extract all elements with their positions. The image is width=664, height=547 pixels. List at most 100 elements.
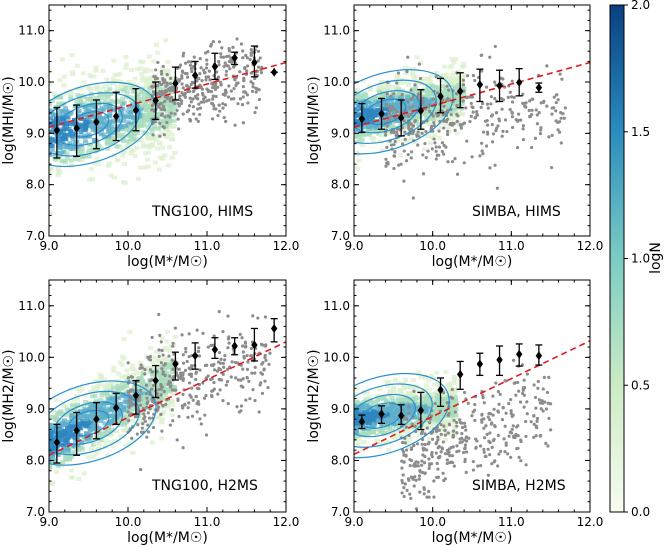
density-cell [92,99,98,104]
density-cell [392,378,398,383]
density-cell [116,100,122,105]
gray-point [202,68,206,72]
density-cell [83,120,89,125]
density-cell [141,130,147,135]
gray-point [221,106,225,110]
density-cell [443,437,449,442]
density-cell [105,385,111,390]
gray-point [218,361,223,365]
density-cell [393,94,399,99]
density-cell [115,383,121,388]
density-cell [89,414,95,419]
density-cell [147,82,153,87]
gray-point [209,42,213,46]
density-cell [162,345,168,350]
density-cell [376,409,382,414]
density-cell [137,137,143,142]
density-cell [140,97,146,102]
gray-point [226,314,230,318]
density-cell [428,74,434,79]
gray-point [217,103,221,107]
gray-point [563,106,567,110]
density-cell [403,438,409,443]
density-cell [111,58,117,63]
density-cell [391,101,397,106]
gray-point [146,411,150,415]
density-cell [119,124,125,129]
gray-point [229,57,233,61]
median-point [191,70,199,80]
density-cell [110,120,116,125]
gray-point [163,115,167,119]
density-cell [166,389,172,394]
density-cell [52,138,58,143]
density-cell [363,115,369,120]
contour-line [67,111,110,138]
gray-point [444,145,448,149]
gray-point [462,89,466,93]
gray-point [510,100,515,104]
density-cell [168,104,174,109]
density-cell [373,99,379,104]
density-cell [98,419,104,424]
density-cell [69,475,75,480]
density-cell [82,105,88,110]
density-cell [119,374,125,379]
density-cell [421,419,427,424]
gray-point [388,107,392,111]
density-cell [107,106,113,111]
density-cell [69,468,75,473]
gray-point [260,362,264,366]
density-cell [395,74,401,79]
x-tick-label: 12.0 [273,515,300,529]
gray-point [510,111,514,115]
density-cell [121,88,127,93]
density-cell [69,91,75,96]
median-point [132,105,140,115]
density-cell [95,446,101,451]
gray-point [260,372,265,376]
density-cell [407,437,413,442]
gray-point [479,105,483,109]
density-cell [408,109,414,114]
density-cell [124,145,130,150]
gray-point [205,62,209,66]
density-cell [72,142,78,147]
gray-point [244,53,248,57]
density-cell [354,126,358,131]
density-cell [72,157,78,162]
density-cell [49,144,54,149]
gray-point [129,389,133,393]
gray-point [562,116,566,120]
density-cell [449,109,455,114]
gray-point [243,340,248,344]
density-cell [64,156,70,161]
density-cell [451,60,457,65]
gray-point [431,114,435,118]
density-cell [369,124,375,129]
density-cell [355,441,361,446]
density-cell [149,407,155,412]
gray-point [253,371,257,375]
gray-point [404,159,409,163]
gray-point [167,380,171,384]
density-cell [96,123,102,128]
gray-point [515,119,520,123]
density-cell [369,424,375,429]
density-cell [68,129,74,134]
density-cell [86,132,92,137]
gray-point [150,387,154,391]
gray-point [214,107,218,111]
density-cell [143,151,149,156]
density-cell [445,86,451,91]
y-tick-label: 10.0 [18,75,45,89]
gray-point [250,89,255,94]
gray-point [143,419,147,423]
gray-point [189,100,193,104]
density-cell [433,420,439,425]
density-cell [79,422,85,427]
gray-point [198,417,202,421]
gray-point [180,333,184,337]
gray-point [484,144,489,148]
density-cell [120,406,126,411]
